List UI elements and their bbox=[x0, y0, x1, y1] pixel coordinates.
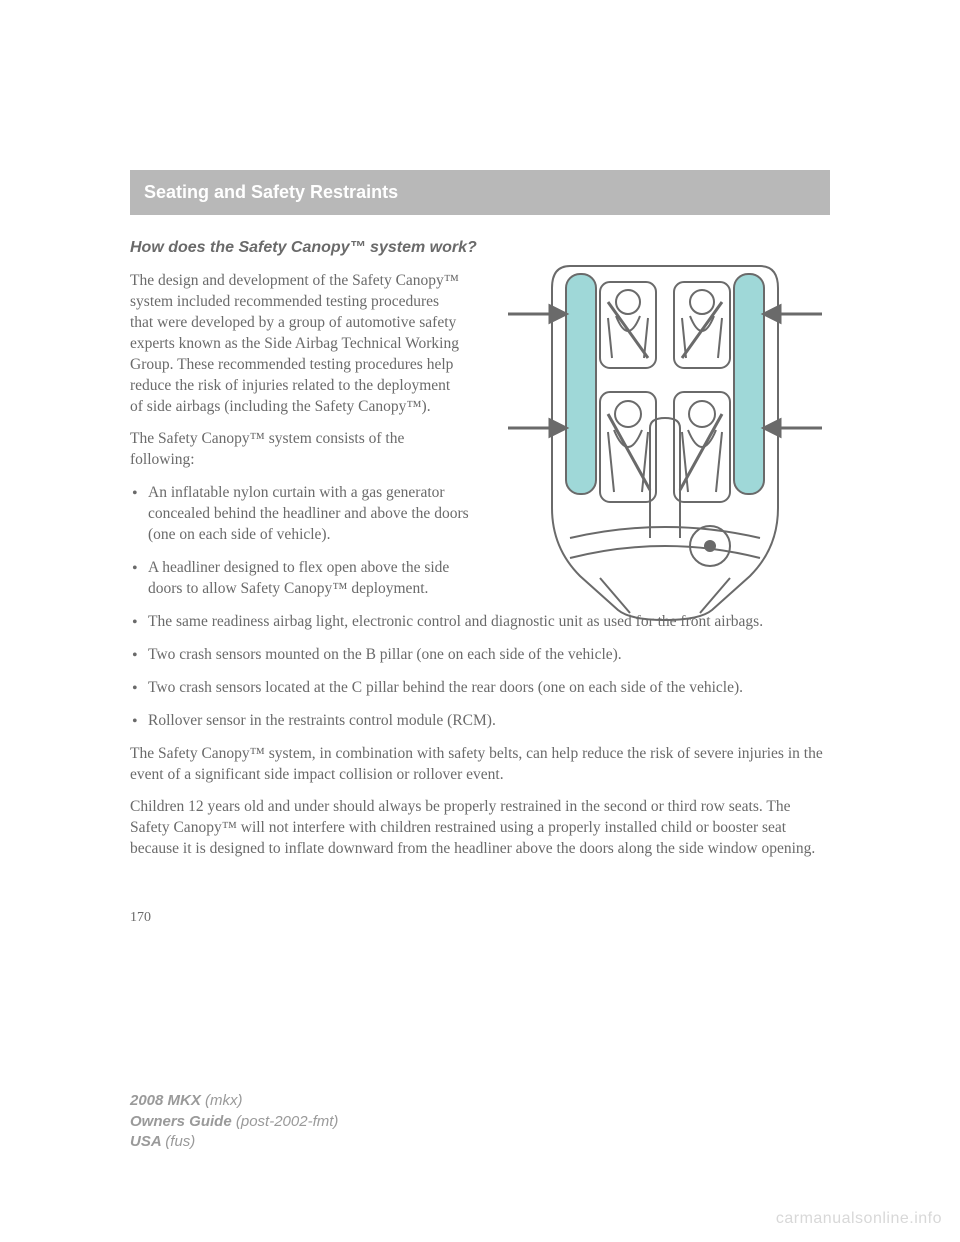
paragraph-intro: The design and development of the Safety… bbox=[130, 271, 460, 417]
list-item: A headliner designed to flex open above … bbox=[130, 558, 470, 600]
page-number: 170 bbox=[130, 910, 830, 926]
footer-block: 2008 MKX (mkx) Owners Guide (post-2002-f… bbox=[130, 1091, 338, 1152]
bullet-list-narrow: An inflatable nylon curtain with a gas g… bbox=[130, 483, 470, 600]
safety-canopy-diagram bbox=[500, 258, 830, 628]
list-item: Two crash sensors mounted on the B pilla… bbox=[130, 645, 830, 666]
footer-region-code: (fus) bbox=[165, 1133, 195, 1150]
footer-model-code: (mkx) bbox=[205, 1092, 243, 1109]
list-item: Two crash sensors located at the C pilla… bbox=[130, 678, 830, 699]
sub-heading: How does the Safety Canopy™ system work? bbox=[130, 239, 830, 257]
footer-guide: Owners Guide bbox=[130, 1113, 236, 1130]
watermark: carmanualsonline.info bbox=[776, 1210, 942, 1228]
paragraph-children: Children 12 years old and under should a… bbox=[130, 797, 830, 860]
paragraph-combo: The Safety Canopy™ system, in combinatio… bbox=[130, 744, 830, 786]
footer-model: 2008 MKX bbox=[130, 1092, 205, 1109]
bullet-list-wide: The same readiness airbag light, electro… bbox=[130, 612, 830, 732]
footer-guide-code: (post-2002-fmt) bbox=[236, 1113, 339, 1130]
list-item: Rollover sensor in the restraints contro… bbox=[130, 711, 830, 732]
section-header: Seating and Safety Restraints bbox=[130, 170, 830, 215]
list-item: An inflatable nylon curtain with a gas g… bbox=[130, 483, 470, 546]
paragraph-consists: The Safety Canopy™ system consists of th… bbox=[130, 429, 460, 471]
footer-region: USA bbox=[130, 1133, 165, 1150]
